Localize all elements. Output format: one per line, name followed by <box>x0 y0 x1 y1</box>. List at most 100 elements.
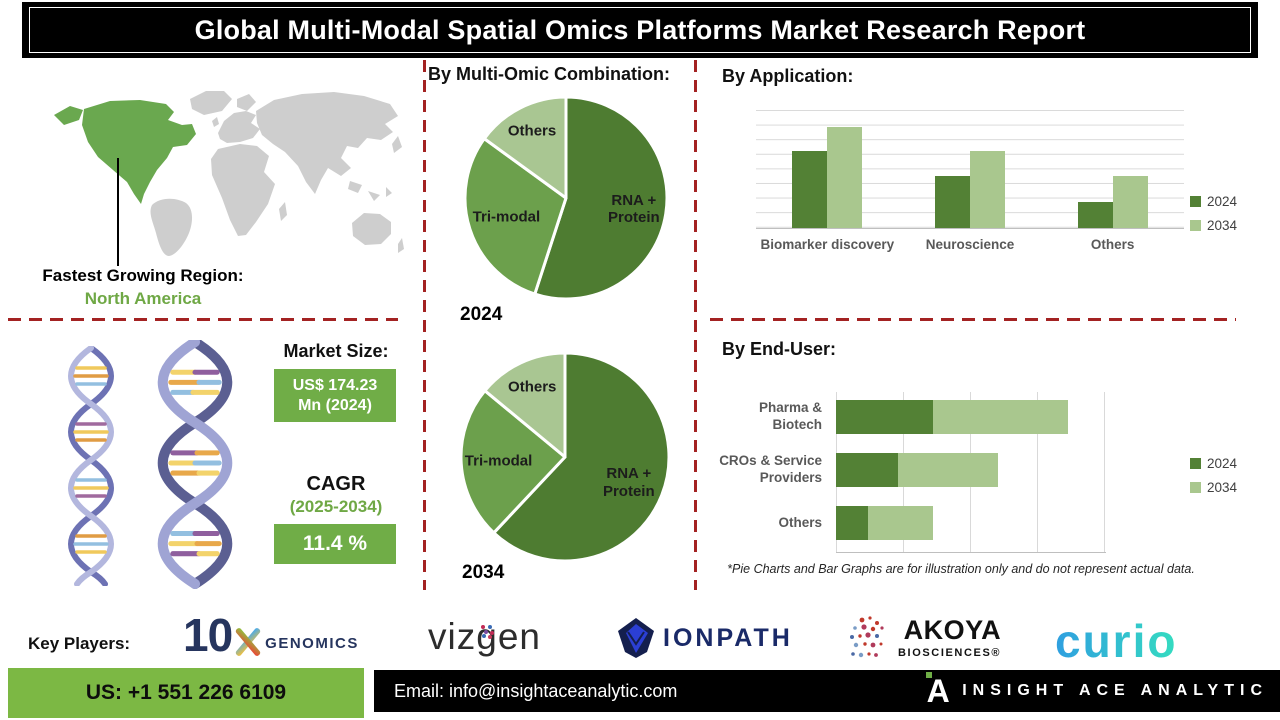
bar-group-biomarker-discovery <box>792 110 863 228</box>
category-label-others: Others <box>1090 237 1135 252</box>
insight-ace-wordmark: INSIGHT ACE ANALYTIC <box>962 682 1268 699</box>
legend-label-2034: 2034 <box>1207 218 1238 233</box>
map-australia <box>352 213 391 245</box>
pie-slice-tri-modal <box>459 389 567 535</box>
map-south-america <box>150 198 193 256</box>
logo-curio: curio <box>1055 614 1177 668</box>
bar-group-others <box>1077 110 1148 228</box>
title-bar: Global Multi-Modal Spatial Omics Platfor… <box>22 2 1258 58</box>
pie-slice-tri-modal <box>463 137 568 296</box>
end-user-seg-cros-service-providers-2024 <box>836 453 899 487</box>
application-bar-chart: Biomarker discovery Neuroscience Others <box>756 110 1184 252</box>
market-size-value-box: US$ 174.23 Mn (2024) <box>274 369 396 422</box>
pie-slice-rna-protein <box>533 95 669 301</box>
cagr-label: CAGR <box>306 473 366 495</box>
legend-label-2034: 2034 <box>1207 480 1238 495</box>
pie-label-others: Others <box>508 378 557 396</box>
logo-ionpath: IONPATH <box>618 618 793 658</box>
region-label: Fastest Growing Region: <box>42 266 244 285</box>
map-uk <box>212 117 219 127</box>
category-label-biomarker-discovery: Biomarker discovery <box>760 237 895 252</box>
end-user-label-cros-service-providers: CROs & Service Providers <box>719 453 822 485</box>
pie-slice-others <box>482 95 568 200</box>
bar-neuroscience-2024 <box>934 176 970 228</box>
map-alaska-highlight <box>54 106 83 125</box>
logo-akoya: AKOYA BIOSCIENCES® <box>846 614 1001 662</box>
akoya-subtext: BIOSCIENCES® <box>898 647 1002 659</box>
pie-caption-2024: 2024 <box>460 304 503 325</box>
pie-label-rna-protein: RNA + Protein <box>607 191 660 226</box>
bar-others-2034 <box>1112 176 1148 228</box>
map-se-asia <box>348 181 392 201</box>
tenx-number: 10 <box>183 609 233 661</box>
ionpath-wordmark: IONPATH <box>663 623 793 652</box>
pie-slice-others <box>483 351 567 459</box>
cagr-period: (2025-2034) <box>289 497 383 516</box>
world-map <box>54 91 404 256</box>
pie-chart-2034: RNA + Protein Tri-modal Others <box>458 350 672 564</box>
divider-vertical-left <box>423 60 426 590</box>
tenx-x-icon <box>235 628 261 656</box>
legend-label-2024: 2024 <box>1207 456 1238 471</box>
end-user-track-pharma-biotech <box>836 400 1106 434</box>
pie-label-tri-modal: Tri-modal <box>472 208 541 226</box>
key-players-label: Key Players: <box>28 634 131 653</box>
category-label-neuroscience: Neuroscience <box>925 237 1015 252</box>
logo-vizgen: viz g en <box>428 616 541 658</box>
disclaimer-note: *Pie Charts and Bar Graphs are for illus… <box>727 562 1195 576</box>
insight-ace-brand: A INSIGHT ACE ANALYTIC <box>926 672 1268 709</box>
legend-swatch-2024 <box>1190 196 1201 207</box>
legend-item-2034: 2034 <box>1190 480 1237 495</box>
legend-swatch-2024 <box>1190 458 1201 469</box>
section-title-combination: By Multi-Omic Combination: <box>428 64 670 84</box>
vizgen-g: g <box>476 616 498 657</box>
footer-phone-box: US: +1 551 226 6109 <box>8 668 364 718</box>
logo-10x-genomics: 10 GENOMICS <box>183 608 359 662</box>
divider-left-horizontal <box>8 318 398 321</box>
footer-bar: Email: info@insightaceanalytic.com A INS… <box>374 670 1280 712</box>
end-user-label-pharma-biotech: Pharma & Biotech <box>758 400 822 432</box>
market-size-label: Market Size: <box>283 341 389 361</box>
vizgen-part-viz: viz <box>428 616 477 657</box>
end-user-track-others <box>836 506 1106 540</box>
insight-ace-logo-icon: A <box>926 672 950 709</box>
dna-helix-large-icon <box>157 340 233 589</box>
legend-label-2024: 2024 <box>1207 194 1238 209</box>
map-new-zealand <box>398 238 404 253</box>
application-category-axis: Biomarker discovery Neuroscience Others <box>756 237 1184 252</box>
page-title: Global Multi-Modal Spatial Omics Platfor… <box>194 14 1086 45</box>
vizgen-part-en: en <box>497 616 541 657</box>
divider-right-horizontal <box>710 318 1236 321</box>
map-madagascar <box>279 202 287 221</box>
legend-swatch-2034 <box>1190 482 1201 493</box>
end-user-rows: Pharma & Biotech CROs & Service Providers… <box>716 392 1136 540</box>
bar-biomarker-discovery-2034 <box>827 126 863 228</box>
map-europe <box>218 111 260 143</box>
cagr-value-box: 11.4 % <box>274 524 396 564</box>
curio-wordmark: curio <box>1055 615 1178 667</box>
pie-caption-2034: 2034 <box>462 562 505 583</box>
region-pointer-line <box>117 158 119 266</box>
fastest-growing-region: Fastest Growing Region: North America <box>18 266 268 309</box>
dna-helix-small-icon <box>67 346 115 586</box>
ionpath-gem-icon <box>618 618 654 658</box>
map-africa <box>211 144 275 236</box>
section-title-application: By Application: <box>722 66 854 86</box>
legend-item-2024: 2024 <box>1190 194 1237 209</box>
end-user-bar-chart: Pharma & Biotech CROs & Service Providers… <box>716 392 1136 554</box>
end-user-row-cros-service-providers: CROs & Service Providers <box>716 453 1136 487</box>
pie-chart-2024: RNA + Protein Tri-modal Others <box>462 94 670 302</box>
legend-swatch-2034 <box>1190 220 1201 231</box>
end-user-seg-cros-service-providers-2034 <box>898 453 998 487</box>
section-title-end-user: By End-User: <box>722 339 837 359</box>
map-scandinavia <box>237 94 256 111</box>
map-greenland <box>190 91 232 115</box>
phone-number: US: +1 551 226 6109 <box>85 681 287 704</box>
end-user-row-others: Others <box>716 506 1136 540</box>
end-user-seg-pharma-biotech-2034 <box>933 400 1069 434</box>
application-legend: 2024 2034 <box>1190 194 1237 233</box>
legend-item-2024: 2024 <box>1190 456 1237 471</box>
legend-item-2034: 2034 <box>1190 218 1237 233</box>
email-address: Email: info@insightaceanalytic.com <box>394 680 678 701</box>
